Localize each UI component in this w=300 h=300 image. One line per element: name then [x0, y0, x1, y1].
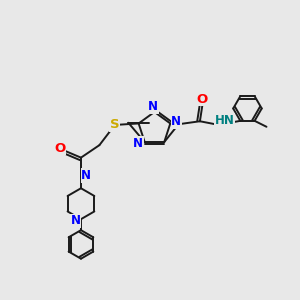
Text: N: N: [171, 116, 181, 128]
Text: N: N: [133, 137, 143, 150]
Text: O: O: [197, 93, 208, 106]
Text: N: N: [81, 169, 91, 182]
Text: N: N: [70, 214, 81, 227]
Text: O: O: [55, 142, 66, 154]
Text: HN: HN: [215, 114, 235, 127]
Text: N: N: [148, 100, 158, 113]
Text: S: S: [110, 118, 120, 131]
